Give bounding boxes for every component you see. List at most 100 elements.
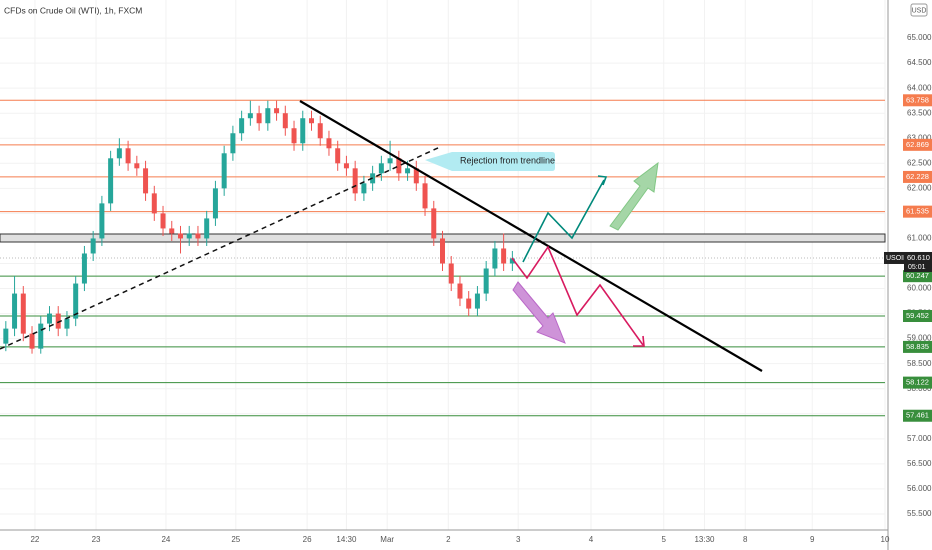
candle-body [282, 113, 288, 129]
level-label-box [903, 138, 932, 151]
x-tick-label: 3 [516, 535, 521, 544]
bull-arrowhead [597, 175, 608, 186]
candle-body [509, 258, 515, 264]
level-label: 58.835 [906, 342, 929, 351]
candle-body [247, 113, 253, 119]
candle-body [352, 168, 358, 194]
x-tick-label: 13:30 [694, 535, 715, 544]
level-label: 62.869 [906, 140, 929, 149]
candle-body [474, 293, 480, 309]
y-tick-label: 55.500 [907, 509, 932, 518]
level-label: 57.461 [906, 411, 929, 420]
candle-body [335, 148, 341, 164]
current-price-label: 60.610 [907, 253, 930, 262]
x-tick-label: 24 [161, 535, 170, 544]
candle-body [291, 128, 297, 144]
candle-body [378, 163, 384, 174]
countdown: 05:01 [908, 264, 926, 271]
candle-body [457, 283, 463, 299]
level-label-box [903, 170, 932, 183]
candle-body [160, 213, 166, 229]
y-tick-label: 61.000 [907, 234, 932, 243]
candle-body [195, 233, 201, 239]
x-tick-label: 5 [662, 535, 667, 544]
level-label: 60.247 [906, 271, 929, 280]
x-tick-label: 9 [810, 535, 815, 544]
bear-big-arrow [512, 281, 566, 344]
bull-big-arrow [609, 161, 659, 231]
candle-body [12, 293, 18, 329]
x-tick-label: 23 [92, 535, 101, 544]
y-tick-label: 63.000 [907, 133, 932, 142]
x-tick-label: 22 [30, 535, 39, 544]
level-label: 61.535 [906, 207, 929, 216]
currency: USD [912, 7, 927, 14]
candle-body [413, 168, 419, 184]
y-tick-label: 64.000 [907, 83, 932, 92]
y-tick-label: 65.000 [907, 33, 932, 42]
candle-body [186, 233, 192, 239]
level-label: 59.452 [906, 311, 929, 320]
annotation: Rejection from trendline [460, 155, 555, 165]
candle-body [20, 293, 26, 334]
current-price-box [904, 251, 932, 272]
y-tick-label: 63.500 [907, 108, 932, 117]
candles [3, 100, 515, 354]
candle-body [396, 158, 402, 174]
x-tick-label: Mar [380, 535, 394, 544]
level-label-box [903, 409, 932, 422]
symbol: USOIL [886, 255, 907, 262]
y-tick-label: 62.500 [907, 158, 932, 167]
candle-body [326, 138, 332, 149]
candle-body [422, 183, 428, 209]
bear-path [511, 245, 644, 346]
candle-body [177, 233, 183, 239]
x-tick-label: 25 [231, 535, 240, 544]
y-tick-label: 57.000 [907, 434, 932, 443]
x-tick-label: 2 [446, 535, 451, 544]
candle-body [343, 163, 349, 169]
candle-body [81, 253, 87, 284]
candle-body [501, 248, 507, 264]
x-tick-label: 14:30 [336, 535, 357, 544]
candle-body [239, 118, 245, 134]
candle-body [308, 118, 314, 124]
candle-body [204, 218, 210, 239]
candle-body [405, 168, 411, 174]
candle-body [90, 238, 96, 254]
level-label-box [903, 376, 932, 389]
candle-body [230, 133, 236, 154]
candle-body [440, 238, 445, 264]
bull-path [522, 179, 605, 263]
level-label: 63.758 [906, 95, 929, 104]
level-label-box [903, 270, 932, 283]
callout [425, 152, 555, 171]
candle-body [108, 158, 114, 204]
candle-body [265, 108, 271, 124]
level-label-box [903, 340, 932, 353]
candle-body [3, 328, 9, 344]
level-label: 58.122 [906, 378, 929, 387]
candle-body [256, 113, 262, 124]
currency-box [910, 3, 928, 17]
x-tick-label: 10 [881, 535, 890, 544]
y-tick-label: 59.000 [907, 334, 932, 343]
candle-body [38, 323, 44, 349]
candle-body [64, 318, 70, 329]
candle-body [361, 183, 367, 194]
candle-body [212, 188, 218, 219]
candle-body [116, 148, 122, 159]
candle-body [99, 203, 105, 239]
levels [0, 99, 885, 417]
candle-body [387, 158, 393, 164]
x-tick-label: 4 [589, 535, 594, 544]
candle-body [134, 163, 140, 169]
candle-body [317, 123, 323, 139]
candle-body [143, 168, 149, 194]
candle-body [431, 208, 437, 239]
y-tick-label: 64.500 [907, 58, 932, 67]
candle-body [29, 333, 35, 349]
y-tick-label: 58.500 [907, 359, 932, 368]
